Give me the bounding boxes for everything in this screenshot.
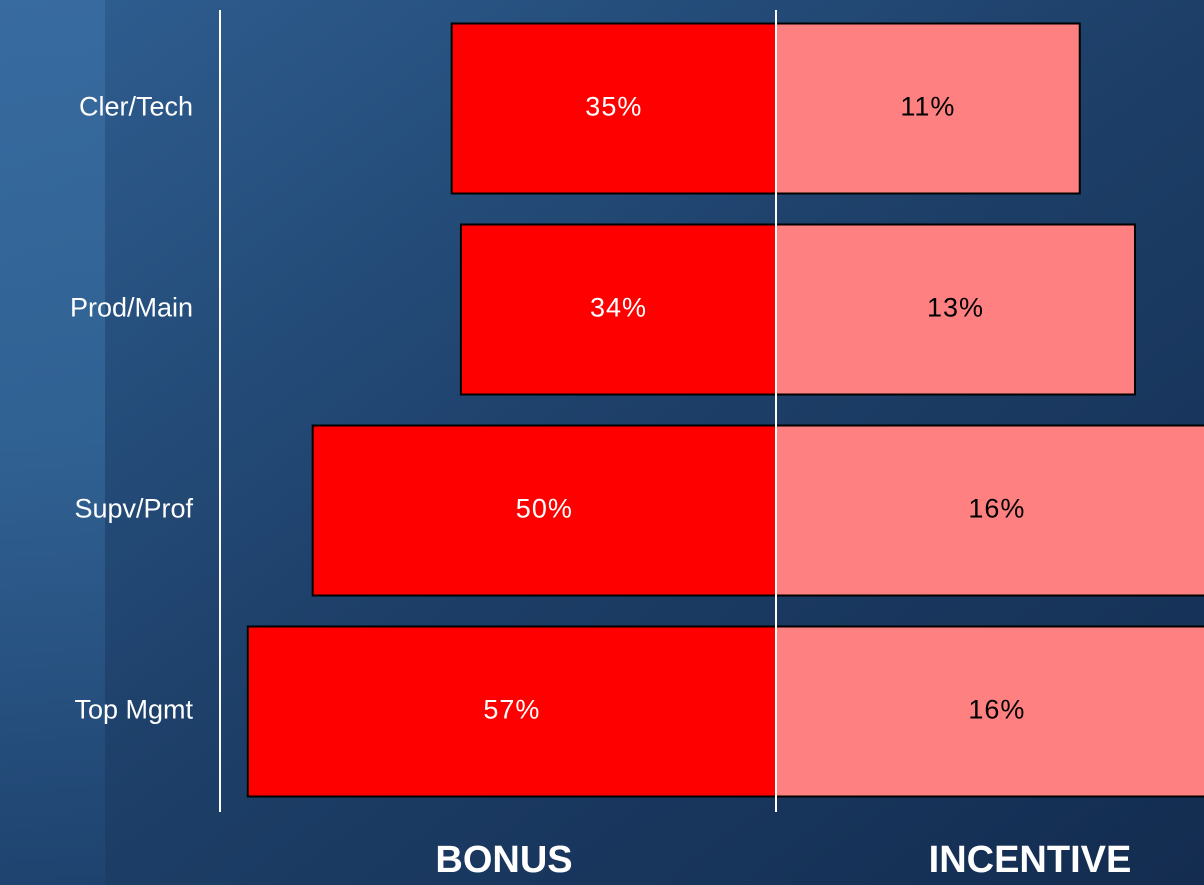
bar bbox=[775, 424, 1204, 597]
series-label: INCENTIVE bbox=[929, 839, 1132, 881]
bar bbox=[246, 625, 778, 798]
series-label: BONUS bbox=[435, 839, 572, 881]
plot-area bbox=[246, 22, 1204, 798]
category-label: Cler/Tech bbox=[79, 92, 193, 122]
category-label: Prod/Main bbox=[70, 293, 193, 323]
bar bbox=[450, 22, 777, 195]
bar bbox=[775, 22, 1081, 195]
category-label: Top Mgmt bbox=[74, 695, 193, 725]
value-label: 16% bbox=[968, 494, 1025, 524]
value-label: 11% bbox=[900, 92, 955, 122]
side-strip bbox=[0, 0, 105, 885]
value-label: 35% bbox=[585, 92, 642, 122]
category-label: Supv/Prof bbox=[74, 494, 193, 524]
bar bbox=[459, 223, 777, 396]
value-label: 50% bbox=[516, 494, 573, 524]
value-label: 13% bbox=[927, 293, 984, 323]
bar bbox=[311, 424, 777, 597]
value-label: 34% bbox=[590, 293, 647, 323]
bar bbox=[775, 223, 1136, 396]
value-label: 16% bbox=[968, 695, 1025, 725]
value-label: 57% bbox=[483, 695, 540, 725]
bar bbox=[775, 625, 1204, 798]
